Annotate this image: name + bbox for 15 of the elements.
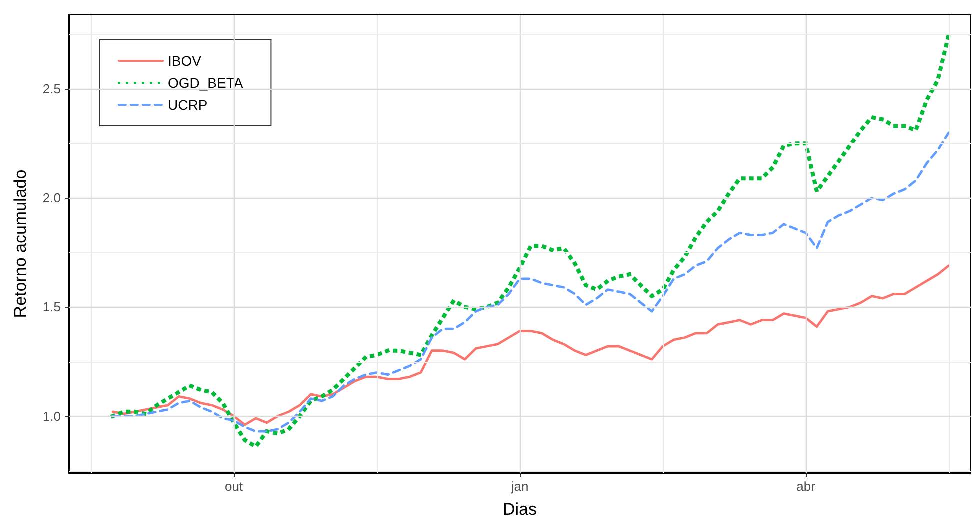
x-tick-label: abr xyxy=(796,479,816,494)
y-tick-label: 2.5 xyxy=(42,82,61,97)
line-series xyxy=(111,32,951,449)
x-tick-label: jan xyxy=(510,479,529,494)
y-tick-label: 1.5 xyxy=(42,300,61,315)
legend-label: OGD_BETA xyxy=(168,75,244,91)
line-series xyxy=(112,264,950,426)
x-axis-title: Dias xyxy=(502,500,538,519)
line-series xyxy=(112,132,950,433)
legend-label: IBOV xyxy=(168,53,202,69)
y-tick-label: 1.0 xyxy=(42,408,61,424)
y-axis-title: Retorno acumulado xyxy=(11,170,30,318)
y-tick-label: 2.0 xyxy=(42,190,61,206)
legend-label: UCRP xyxy=(168,97,208,113)
x-tick-label: out xyxy=(224,479,244,494)
